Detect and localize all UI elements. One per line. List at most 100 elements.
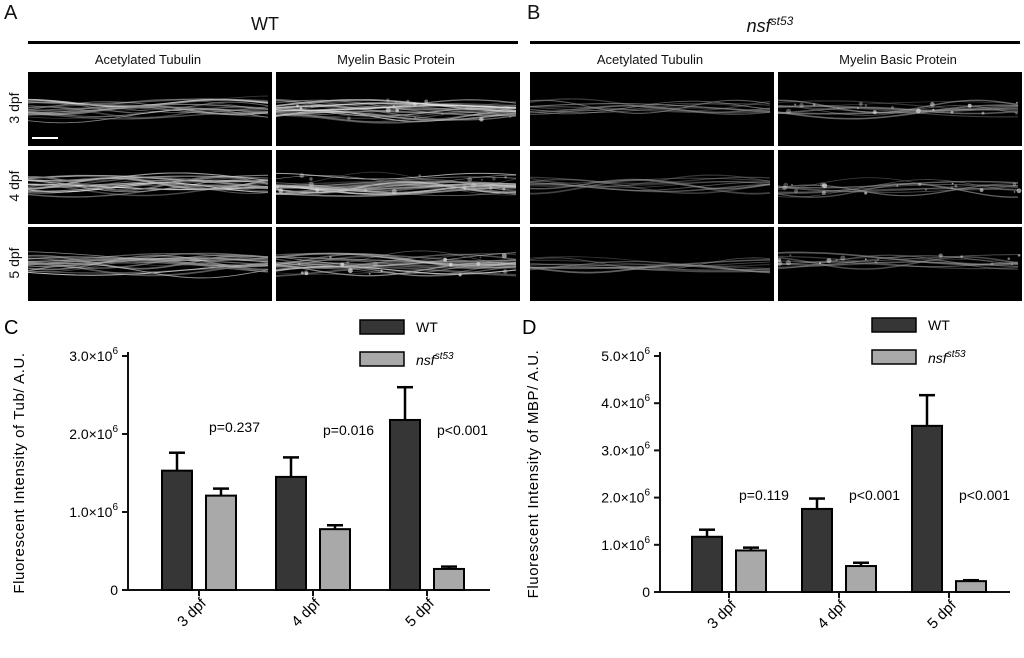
myelin-speck [1015, 101, 1018, 104]
fiber-strand [530, 104, 771, 113]
p-value-label: p<0.001 [849, 487, 900, 503]
myelin-speck [864, 191, 868, 195]
micrograph-wt-tubulin-3dpf [28, 72, 272, 146]
fiber-strand [276, 269, 517, 276]
myelin-speck [380, 269, 383, 272]
mutant-mbp-header: Myelin Basic Protein [839, 52, 957, 67]
myelin-speck [479, 256, 482, 259]
fiber-strand [778, 254, 1019, 270]
fiber-strand [530, 259, 771, 270]
myelin-speck [826, 258, 832, 264]
myelin-speck [782, 185, 787, 191]
myelin-speck [820, 182, 825, 187]
fiber-strand [276, 185, 517, 197]
myelin-speck [1007, 257, 1011, 260]
myelin-speck [413, 102, 417, 107]
micrograph-wt-tubulin-4dpf [28, 150, 272, 224]
fiber-strand [778, 105, 1019, 114]
x-tick-label: 3 dpf [174, 594, 210, 630]
fiber-strand [778, 101, 1019, 107]
myelin-speck [790, 183, 794, 186]
myelin-speck [304, 105, 307, 108]
bar-mutant-4dpf [319, 528, 351, 592]
myelin-speck [837, 107, 840, 109]
fiber-strand [778, 255, 1019, 266]
fiber-strand [276, 250, 517, 266]
y-tick-label: 1.0×106 [69, 502, 118, 520]
myelin-speck [789, 254, 792, 257]
y-axis-label: Fluorescent Intensity of MBP/ A.U. [525, 350, 542, 599]
myelin-speck [783, 182, 789, 188]
fiber-strand [28, 177, 269, 191]
micrograph-texture [778, 251, 1021, 270]
fiber-strand [276, 107, 517, 119]
myelin-speck [373, 261, 378, 267]
fiber-strand [530, 178, 771, 190]
myelin-speck [298, 262, 301, 265]
p-value-label: p<0.001 [959, 487, 1010, 503]
fiber-strand [28, 258, 269, 273]
fiber-strand [276, 111, 517, 121]
row-label-4dpf: 4 dpf [6, 170, 22, 202]
p-value-label: p=0.119 [739, 487, 789, 503]
myelin-speck [864, 258, 867, 261]
legend-label-wt: WT [928, 317, 950, 333]
myelin-speck [310, 105, 313, 108]
wt-group-rule [28, 41, 518, 44]
fiber-strand [778, 185, 1019, 193]
row-label-3dpf: 3 dpf [6, 92, 22, 124]
fiber-strand [28, 105, 269, 112]
myelin-speck [308, 181, 314, 187]
myelin-speck [1016, 188, 1022, 194]
panel-label-c: C [4, 317, 18, 339]
micrograph-texture [530, 256, 771, 274]
fiber-strand [778, 104, 1019, 120]
fiber-strand [778, 105, 1019, 112]
micrograph-wt-mbp-5dpf [276, 227, 520, 301]
fiber-strand [276, 252, 517, 267]
fiber-strand [276, 182, 517, 191]
fiber-strand [530, 107, 771, 114]
legend-label-mutant: nsfst53 [416, 351, 454, 368]
fiber-strand [28, 101, 269, 113]
y-tick-label: 3.0×106 [601, 440, 650, 458]
myelin-speck [891, 106, 894, 109]
myelin-speck [896, 185, 899, 187]
fiber-strand [28, 181, 269, 192]
myelin-speck [492, 177, 496, 181]
myelin-speck [874, 260, 878, 264]
myelin-speck [386, 98, 390, 103]
panel-label-b: B [527, 2, 541, 24]
myelin-speck [932, 108, 935, 111]
micrograph-wt-tubulin-5dpf [28, 227, 272, 301]
fiber-strand [530, 179, 771, 195]
fiber-strand [28, 251, 269, 261]
myelin-speck [476, 261, 481, 266]
myelin-speck [299, 106, 303, 110]
myelin-speck [462, 184, 467, 190]
myelin-speck [488, 186, 493, 190]
bar-mutant-5dpf [433, 567, 465, 592]
myelin-speck [509, 115, 512, 119]
myelin-speck [414, 116, 416, 119]
y-tick-label: 2.0×106 [601, 488, 650, 506]
bar-mutant-3dpf [205, 494, 237, 591]
myelin-speck [812, 103, 816, 106]
bar-wt-5dpf [389, 418, 421, 591]
mutant-title-sup: st53 [770, 14, 794, 28]
myelin-speck [418, 174, 421, 177]
myelin-speck [960, 255, 963, 258]
mutant-group-title: nsfst53 [705, 14, 835, 37]
myelin-speck [916, 108, 921, 114]
fiber-strand [276, 102, 517, 109]
mutant-title-base: nsf [746, 16, 771, 36]
myelin-speck [479, 117, 484, 122]
myelin-speck [340, 262, 345, 267]
fiber-strand [28, 111, 269, 120]
fiber-strand [276, 253, 517, 268]
myelin-speck [448, 262, 453, 267]
myelin-speck [300, 271, 304, 275]
myelin-speck [502, 269, 508, 274]
myelin-speck [443, 257, 447, 262]
